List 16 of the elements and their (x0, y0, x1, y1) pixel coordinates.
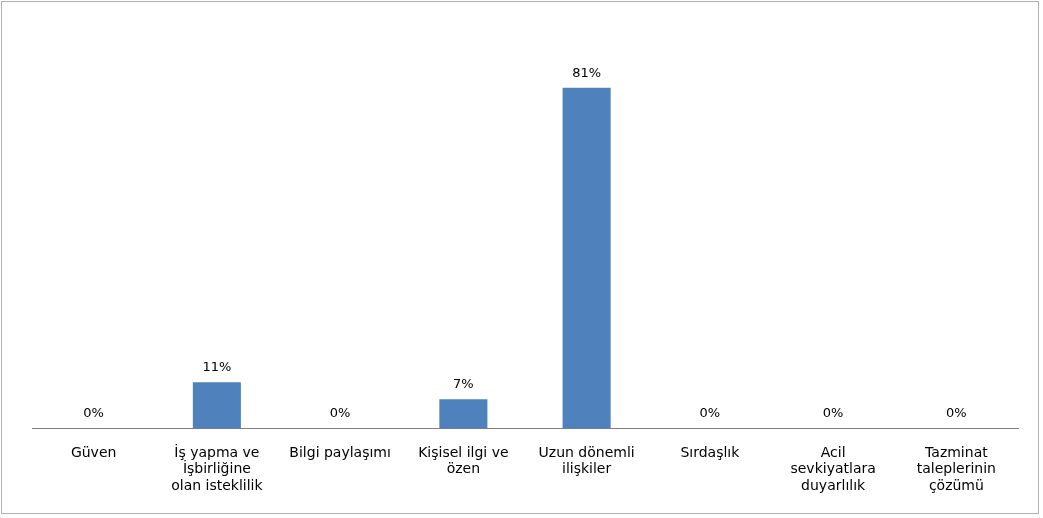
data-label: 81% (572, 64, 602, 80)
data-label: 0% (946, 405, 967, 421)
x-tick-label: Bilgi paylaşımı (289, 443, 391, 460)
x-tick-label: Uzun dönemli ilişkiler (538, 443, 635, 477)
x-tick-label: Sırdaşlık (680, 443, 741, 460)
x-tick-label: Güven (70, 443, 117, 460)
data-label: 11% (202, 359, 232, 375)
x-tick-label: Kişisel ilgi ve özen (418, 443, 509, 477)
data-label: 0% (329, 405, 351, 421)
x-tick-label: Acil sevkiyatlara duyarlılık (790, 443, 876, 494)
x-tick-label: İş yapma ve İşbirliğine olan isteklilik (171, 442, 264, 494)
data-label: 0% (822, 405, 844, 421)
x-tick-label: Tazminat taleplerinin çözümü (916, 443, 996, 494)
data-label: 0% (699, 405, 721, 421)
data-label: 0% (83, 405, 104, 421)
data-label: 7% (453, 376, 474, 392)
